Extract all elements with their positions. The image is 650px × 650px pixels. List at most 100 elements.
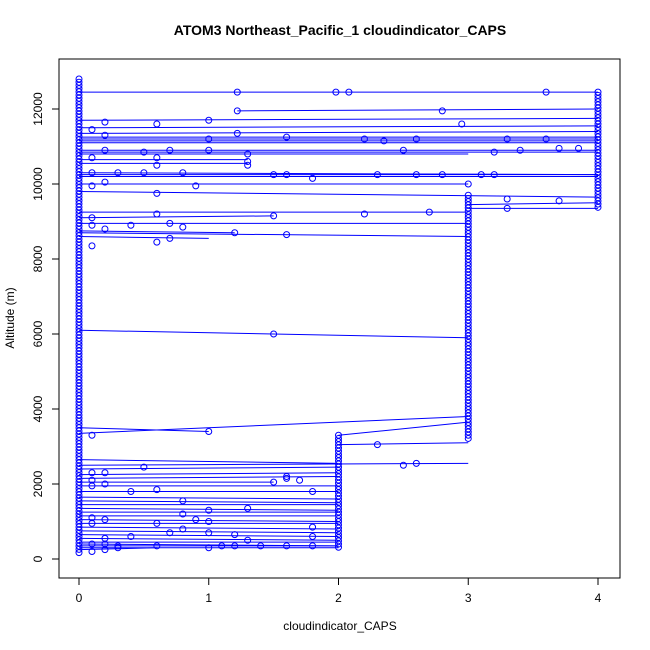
series-line-segment (78, 416, 469, 434)
data-point (88, 519, 96, 527)
data-point (114, 544, 122, 552)
data-point (233, 129, 241, 137)
data-point (101, 480, 109, 488)
series-line-segment (338, 421, 469, 436)
data-point (88, 242, 96, 250)
y-tick-label: 10000 (31, 167, 45, 201)
data-point (373, 441, 381, 449)
data-point (88, 214, 96, 222)
data-point (179, 497, 187, 505)
series-line-segment (78, 236, 209, 239)
x-axis-label: cloudindicator_CAPS (283, 619, 396, 633)
data-point (399, 461, 407, 469)
series-line-segment (78, 526, 339, 530)
x-tick-label: 1 (205, 591, 212, 605)
data-point (503, 135, 511, 143)
data-point (244, 504, 252, 512)
data-point (153, 161, 161, 169)
data-point (101, 546, 109, 554)
data-point (283, 542, 291, 550)
data-point (88, 540, 96, 548)
data-point (153, 189, 161, 197)
data-point (179, 223, 187, 231)
data-point (127, 488, 135, 495)
series-line-segment (78, 500, 339, 504)
data-point (75, 549, 83, 557)
data-point (244, 161, 252, 169)
series-line-segment (78, 191, 599, 198)
data-point (270, 478, 278, 486)
data-point (335, 543, 342, 551)
data-point (127, 533, 135, 540)
data-point (296, 476, 304, 484)
data-point (458, 120, 466, 128)
series-line-segment (78, 232, 469, 237)
data-point (490, 148, 498, 156)
data-point (166, 146, 174, 154)
data-point (309, 523, 317, 531)
data-point (309, 174, 317, 182)
data-point (88, 154, 96, 162)
data-point (153, 238, 161, 246)
data-point (153, 542, 161, 550)
data-point (88, 469, 96, 477)
data-point (345, 88, 353, 96)
data-point (205, 116, 213, 124)
data-point (205, 135, 213, 143)
y-tick-label: 12000 (31, 92, 45, 126)
data-point (283, 133, 291, 141)
data-point (270, 330, 278, 338)
data-point (205, 146, 213, 154)
series-line-segment (78, 530, 339, 534)
series-line-segment (78, 519, 339, 522)
data-point (257, 542, 265, 550)
data-point (283, 231, 291, 239)
data-point (360, 135, 368, 143)
data-point (283, 473, 291, 480)
data-point (75, 545, 83, 553)
data-point (270, 171, 278, 179)
data-point (205, 529, 213, 537)
series-line-segment (338, 442, 469, 446)
data-point (218, 542, 226, 550)
data-point (101, 146, 109, 154)
series-line-segment (78, 215, 274, 219)
data-point (412, 459, 420, 467)
data-point (516, 146, 524, 154)
data-point (231, 229, 239, 237)
series-line-segment (78, 507, 339, 511)
data-point (179, 510, 187, 518)
series-line-segment (78, 466, 339, 470)
x-axis: 0 1 2 3 4 (76, 577, 602, 605)
data-point (490, 171, 498, 179)
data-point (309, 533, 317, 540)
data-point (231, 542, 239, 550)
data-point (179, 169, 187, 177)
data-point (192, 182, 200, 190)
series-line-segment (78, 131, 599, 134)
data-point (114, 169, 122, 177)
series-line-segment (78, 117, 599, 121)
data-point (88, 126, 96, 134)
data-point (88, 548, 96, 555)
series-segments (78, 91, 599, 551)
y-tick-label: 4000 (31, 395, 45, 422)
data-point (153, 154, 161, 162)
data-point (153, 120, 161, 128)
x-tick-label: 0 (76, 591, 83, 605)
data-point (373, 171, 381, 179)
y-tick-label: 6000 (31, 320, 45, 347)
data-point (309, 542, 317, 550)
data-point (270, 212, 278, 220)
data-point (438, 107, 446, 115)
data-point (399, 146, 407, 154)
data-point (127, 221, 135, 229)
data-point (88, 221, 96, 229)
y-tick-label: 0 (31, 555, 45, 562)
y-tick-label: 8000 (31, 245, 45, 272)
data-point (412, 135, 420, 143)
data-point (425, 208, 433, 216)
data-point (594, 200, 602, 208)
data-point (594, 203, 602, 211)
